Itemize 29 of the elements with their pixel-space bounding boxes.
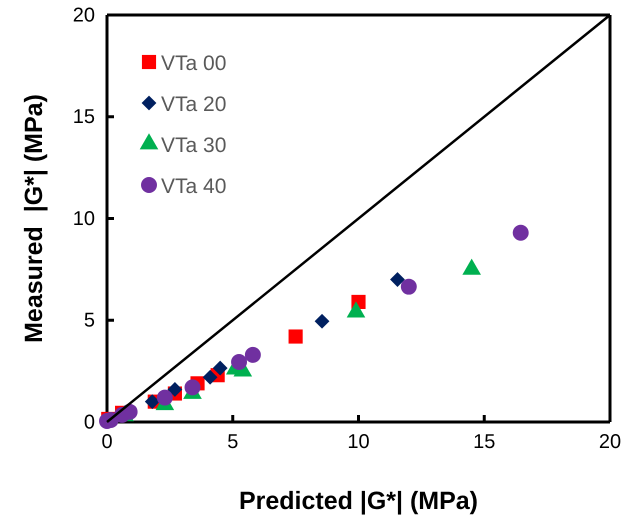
point (390, 272, 405, 287)
point (156, 390, 173, 406)
y-tick-label: 15 (72, 106, 95, 128)
y-axis-title: Measured |G*| (MPa) (20, 94, 48, 343)
legend-label: VTa 40 (161, 175, 226, 198)
x-tick-label: 20 (598, 431, 622, 454)
y-tick-label: 5 (84, 310, 95, 332)
point (231, 354, 248, 370)
point (144, 394, 160, 410)
y-tick-label: 20 (72, 4, 95, 26)
y-tick-label: 10 (72, 208, 95, 230)
x-axis-title: Predicted |G*| (MPa) (238, 487, 478, 515)
x-tick-label: 15 (473, 431, 496, 454)
point (314, 314, 330, 329)
x-tick-label: 5 (227, 431, 238, 454)
legend-label: VTa 00 (161, 52, 226, 75)
point (202, 370, 218, 385)
point (288, 329, 303, 344)
x-tick-label: 0 (101, 431, 113, 454)
point (512, 224, 529, 241)
y-tick-label: 0 (84, 411, 95, 434)
legend-label: VTa 30 (161, 134, 226, 157)
point (212, 360, 228, 376)
point (244, 346, 261, 363)
point (167, 382, 182, 397)
x-tick-label: 10 (347, 431, 370, 454)
point (400, 278, 417, 295)
legend-label: VTa 20 (161, 93, 226, 116)
point (184, 379, 200, 396)
